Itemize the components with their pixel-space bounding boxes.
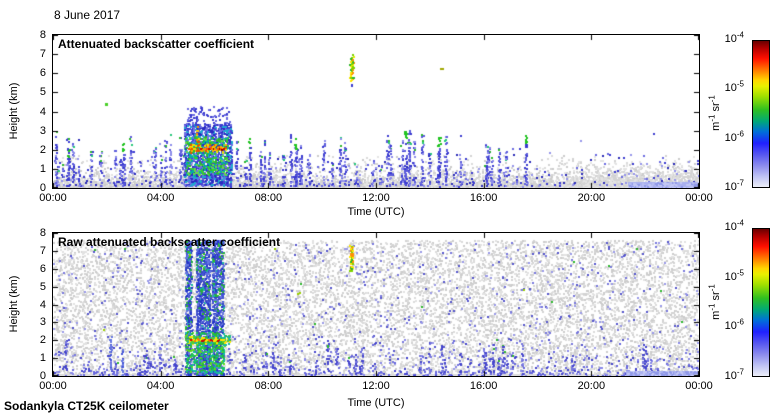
x-tick-label: 16:00: [469, 192, 498, 204]
y-tick-label: 4: [39, 105, 46, 118]
y-tick-label: 7: [39, 244, 46, 257]
x-tick-label: 20:00: [577, 380, 606, 392]
y-tick-label: 0: [39, 182, 46, 194]
raw-heatmap-canvas: [53, 233, 699, 376]
x-tick-label: 04:00: [146, 192, 175, 204]
y-tick-label: 2: [39, 334, 46, 347]
y-tick-label: 1: [39, 162, 46, 175]
colorbar-tick-labels-top: 10-4 10-5 10-6 10-7: [700, 31, 748, 193]
x-tick-label: 00:00: [39, 380, 67, 392]
y-axis-tick-labels-top: 0 1 2 3 4 5 6 7 8: [4, 29, 46, 194]
colorbar-top: [752, 40, 770, 188]
colorbar-tick-label: 10-4: [724, 218, 744, 233]
y-tick-label: 7: [39, 48, 46, 61]
x-tick-label: 08:00: [254, 192, 283, 204]
panel-title-attenuated: Attenuated backscatter coefficient: [58, 37, 255, 51]
y-tick-label: 3: [39, 124, 46, 137]
colorbar-unit-label-top: m-1 sr-1: [707, 95, 722, 131]
colorbar-unit-label-bottom: m-1 sr-1: [707, 284, 722, 320]
x-axis-tick-labels-top: 00:00 04:00 08:00 12:00 16:00 20:00 00:00: [39, 192, 713, 206]
colorbar-tick-label: 10-7: [724, 367, 744, 382]
panel-title-raw: Raw attenuated backscatter coefficient: [58, 235, 281, 249]
colorbar-tick-label: 10-5: [724, 79, 744, 95]
colorbar-tick-labels-bottom: 10-4 10-5 10-6 10-7: [700, 219, 748, 382]
attenuated-heatmap-canvas: [53, 35, 699, 188]
y-tick-label: 5: [39, 86, 46, 99]
x-tick-label: 16:00: [469, 380, 498, 392]
x-tick-label: 12:00: [362, 192, 390, 204]
y-tick-label: 8: [39, 227, 46, 239]
x-tick-label: 12:00: [362, 380, 390, 392]
x-axis-tick-labels-bottom: 00:00 04:00 08:00 12:00 16:00 20:00 00:00: [39, 380, 713, 394]
y-tick-label: 3: [39, 316, 46, 329]
colorbar-tick-label: 10-6: [724, 317, 744, 333]
x-tick-label: 08:00: [254, 380, 283, 392]
y-tick-label: 6: [39, 67, 46, 80]
y-tick-label: 0: [39, 370, 46, 382]
attenuated-backscatter-panel: Attenuated backscatter coefficient: [52, 34, 700, 189]
x-axis-label-top: Time (UTC): [347, 206, 405, 218]
x-tick-label: 04:00: [146, 380, 175, 392]
colorbar-bottom: [752, 228, 770, 377]
colorbar-tick-label: 10-5: [724, 268, 744, 283]
x-tick-label: 00:00: [685, 380, 713, 392]
x-axis-label-bottom: Time (UTC): [347, 397, 405, 409]
y-tick-label: 2: [39, 143, 46, 156]
y-tick-label: 8: [39, 29, 46, 41]
x-tick-label: 00:00: [685, 192, 713, 204]
y-axis-label-bottom: Height (km): [8, 275, 20, 333]
y-tick-label: 5: [39, 280, 46, 293]
y-tick-label: 4: [39, 298, 46, 311]
date-label: 8 June 2017: [54, 8, 121, 22]
x-tick-label: 20:00: [577, 192, 606, 204]
station-label: Sodankyla CT25K ceilometer: [4, 399, 169, 413]
colorbar-tick-label: 10-6: [724, 129, 744, 144]
colorbar-tick-label: 10-7: [724, 178, 744, 193]
y-axis-tick-labels-bottom: 0 1 2 3 4 5 6 7 8: [4, 227, 46, 382]
y-tick-label: 1: [39, 352, 46, 365]
y-axis-label-top: Height (km): [8, 82, 20, 140]
raw-backscatter-panel: Raw attenuated backscatter coefficient: [52, 232, 700, 377]
y-tick-label: 6: [39, 262, 46, 275]
colorbar-tick-label: 10-4: [724, 30, 744, 45]
x-tick-label: 00:00: [39, 192, 67, 204]
